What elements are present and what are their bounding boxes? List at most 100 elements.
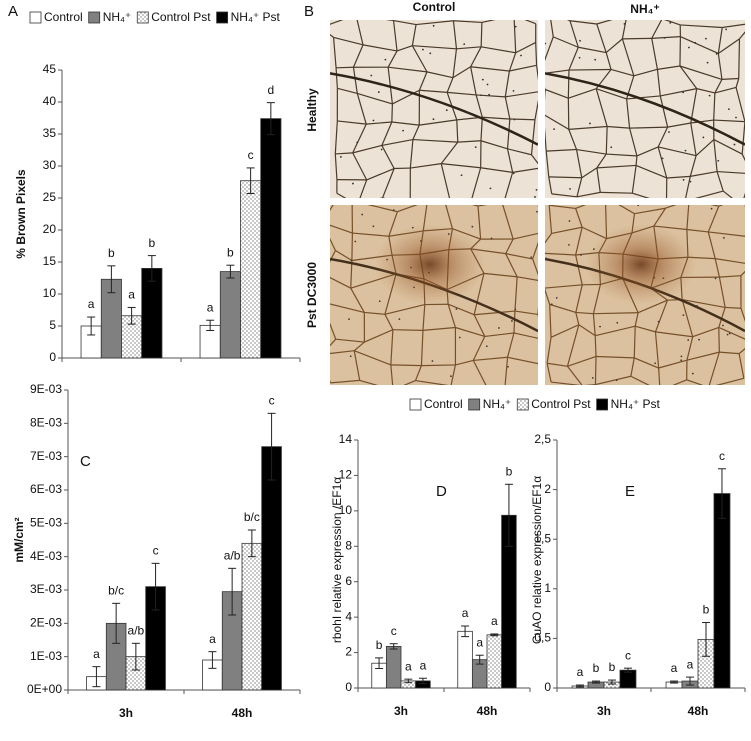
vein bbox=[548, 205, 553, 234]
vein bbox=[685, 176, 691, 198]
speck bbox=[445, 109, 448, 112]
vein bbox=[352, 67, 358, 94]
vein bbox=[356, 20, 364, 45]
significance-letter: c bbox=[269, 394, 275, 408]
y-tick-label: 0,5 bbox=[534, 631, 551, 645]
vein bbox=[441, 163, 481, 169]
vein bbox=[606, 153, 637, 157]
speck bbox=[669, 21, 672, 24]
speck bbox=[402, 129, 404, 132]
vein bbox=[504, 172, 514, 198]
error-bar bbox=[247, 529, 256, 558]
vein bbox=[567, 355, 597, 367]
vein bbox=[505, 253, 533, 260]
vein bbox=[412, 45, 457, 50]
vein bbox=[578, 324, 596, 337]
speck bbox=[702, 136, 705, 139]
significance-letter: a bbox=[491, 614, 498, 628]
vein bbox=[330, 276, 352, 289]
vein bbox=[545, 114, 570, 130]
vein bbox=[547, 362, 568, 367]
significance-letter: a bbox=[88, 297, 95, 311]
vein bbox=[551, 381, 582, 385]
speck bbox=[479, 94, 482, 97]
vein bbox=[356, 93, 367, 125]
speck bbox=[349, 355, 352, 358]
legend-swatch bbox=[468, 398, 481, 411]
vein bbox=[686, 205, 690, 230]
vein bbox=[607, 125, 630, 129]
vein bbox=[657, 126, 669, 148]
vein bbox=[722, 190, 733, 198]
vein bbox=[707, 205, 720, 233]
vein bbox=[621, 38, 635, 76]
leaf-photo bbox=[330, 205, 538, 385]
error-bar bbox=[112, 602, 121, 644]
vein bbox=[545, 87, 546, 90]
y-axis-label: mM/cm² bbox=[12, 517, 26, 562]
vein bbox=[593, 312, 639, 315]
error-bar bbox=[717, 468, 726, 519]
speck bbox=[530, 256, 533, 259]
significance-letter: a bbox=[93, 647, 100, 661]
vein bbox=[457, 140, 481, 143]
vein bbox=[689, 155, 697, 177]
vein bbox=[480, 22, 483, 47]
speck bbox=[688, 46, 690, 49]
speck bbox=[481, 78, 484, 81]
speck bbox=[458, 336, 461, 339]
vein bbox=[482, 116, 510, 120]
vein bbox=[605, 205, 608, 239]
legend-swatch bbox=[136, 11, 149, 24]
speck bbox=[513, 118, 516, 121]
vein bbox=[352, 144, 382, 154]
vein bbox=[550, 20, 554, 37]
vein bbox=[473, 356, 508, 362]
speck bbox=[514, 308, 517, 311]
vein bbox=[715, 377, 744, 385]
bar bbox=[219, 271, 241, 359]
speck bbox=[471, 225, 474, 228]
vein bbox=[686, 379, 704, 385]
vein bbox=[575, 254, 583, 285]
vein bbox=[337, 120, 367, 125]
vein bbox=[480, 117, 483, 141]
bar bbox=[619, 669, 637, 689]
speck bbox=[431, 360, 434, 362]
vein bbox=[717, 38, 740, 54]
vein bbox=[393, 20, 417, 26]
vein bbox=[359, 179, 368, 198]
vein bbox=[456, 46, 482, 50]
vein bbox=[419, 119, 457, 126]
vein bbox=[535, 65, 538, 81]
vein bbox=[584, 384, 596, 385]
vein bbox=[717, 53, 723, 80]
vein bbox=[740, 270, 745, 277]
speck bbox=[350, 259, 353, 262]
vein bbox=[666, 175, 691, 179]
speck bbox=[512, 172, 515, 175]
vein bbox=[474, 310, 515, 316]
vein bbox=[667, 122, 691, 128]
error-bar bbox=[404, 678, 413, 684]
legend-label: NH₄⁺ Pst bbox=[231, 10, 281, 24]
y-tick-label: 25 bbox=[43, 190, 57, 204]
column-label: Control bbox=[413, 0, 456, 14]
vein bbox=[330, 237, 336, 251]
vein bbox=[651, 20, 663, 39]
vein bbox=[595, 375, 631, 385]
vein bbox=[530, 119, 536, 155]
vein bbox=[446, 77, 454, 93]
vein bbox=[568, 47, 579, 71]
vein bbox=[634, 207, 666, 215]
speck bbox=[637, 205, 640, 207]
vein bbox=[715, 258, 745, 264]
vein bbox=[364, 311, 385, 315]
vein bbox=[524, 20, 536, 25]
vein bbox=[653, 207, 667, 227]
speck bbox=[694, 41, 697, 44]
vein bbox=[505, 91, 538, 98]
vein bbox=[575, 208, 583, 228]
vein bbox=[686, 336, 694, 361]
y-tick-label: 10 bbox=[339, 503, 353, 517]
